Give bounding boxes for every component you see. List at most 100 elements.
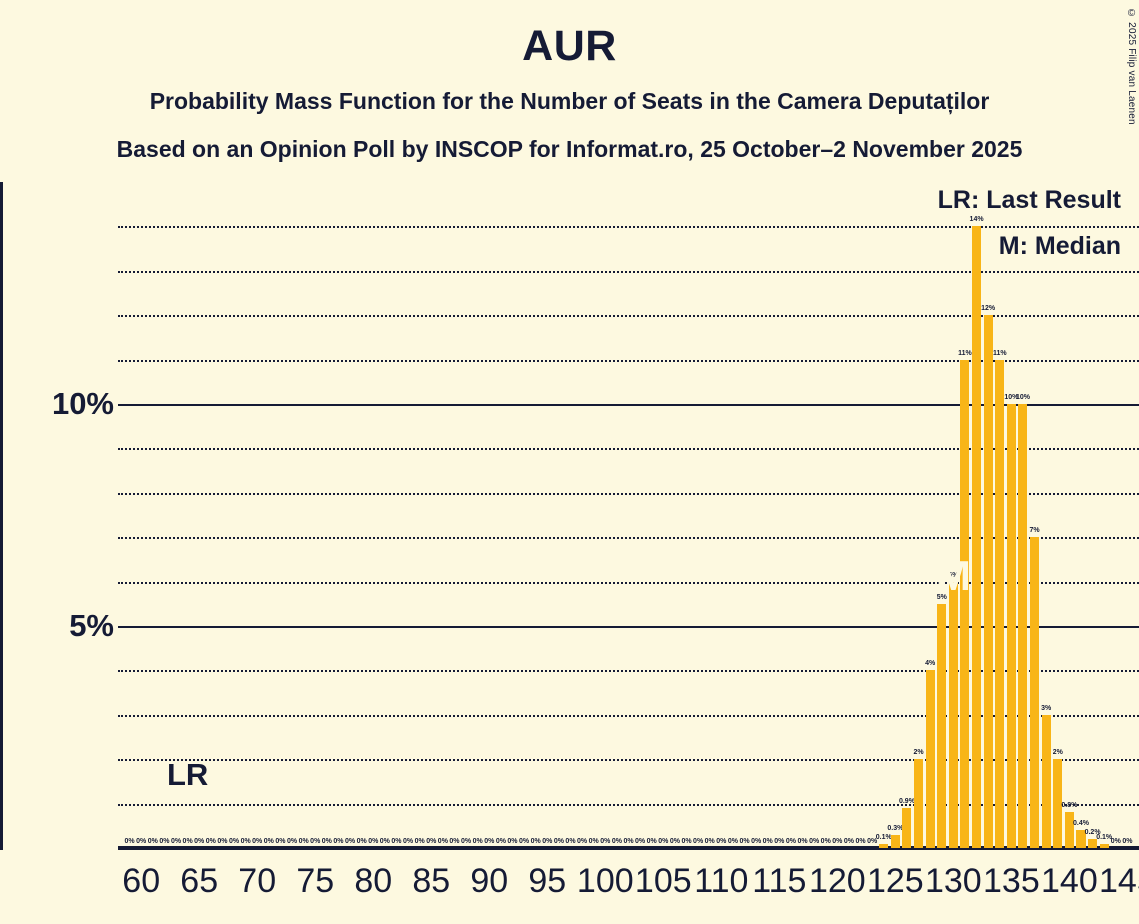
bar-value-label: 4% xyxy=(925,660,936,668)
x-axis-tick-label: 125 xyxy=(866,862,924,900)
gridline-minor xyxy=(118,315,1139,318)
bar-value-label: 0% xyxy=(356,838,367,845)
bar-value-label: 0% xyxy=(785,838,796,845)
bar-value-label: 0% xyxy=(519,838,530,845)
bar-value-label: 0% xyxy=(240,838,251,845)
bar-value-label: 0% xyxy=(1122,838,1133,845)
bar-value-label: 6% xyxy=(948,571,959,579)
bar-value-label: 0% xyxy=(379,838,390,845)
bar-value-label: 0% xyxy=(1110,838,1121,845)
gridline-minor xyxy=(118,759,1139,762)
bar-value-label: 0% xyxy=(588,838,599,845)
gridline-minor xyxy=(118,270,1139,273)
bar-value-label: 0% xyxy=(495,838,506,845)
bar xyxy=(1088,839,1098,848)
bar-value-label: 0.1% xyxy=(875,833,892,841)
bar xyxy=(960,359,970,848)
bar-value-label: 0.4% xyxy=(1073,820,1089,828)
bar xyxy=(1018,404,1028,848)
bar-value-label: 0% xyxy=(217,838,228,845)
bar-value-label: 0% xyxy=(820,838,831,845)
bar-value-label: 0% xyxy=(484,838,495,845)
gridline-minor xyxy=(118,581,1139,584)
bar-value-label: 0% xyxy=(681,838,692,845)
bar-value-label: 0% xyxy=(704,838,715,845)
bar xyxy=(1064,812,1074,848)
x-axis-tick-label: 100 xyxy=(576,862,634,900)
y-axis-tick-label: 5% xyxy=(69,608,114,643)
chart-source-line: Based on an Opinion Poll by INSCOP for I… xyxy=(116,136,1023,162)
bar xyxy=(902,808,912,848)
bar-value-label: 0% xyxy=(286,838,298,845)
bar-value-label: 0% xyxy=(391,838,402,845)
median-marker: M xyxy=(935,551,971,599)
bar xyxy=(972,226,982,848)
bar-value-label: 0% xyxy=(762,838,773,845)
bar-value-label: 0% xyxy=(751,838,762,845)
bar-value-label: 0% xyxy=(472,838,483,845)
gridline-minor xyxy=(118,714,1139,717)
bar xyxy=(1041,714,1051,848)
bar-value-label: 0% xyxy=(194,838,205,845)
copyright-notice: © 2025 Filip van Laenen xyxy=(1126,8,1137,125)
x-axis-tick-label: 115 xyxy=(752,862,807,900)
chart-subtitle: Probability Mass Function for the Number… xyxy=(149,88,990,114)
bar-value-label: 0% xyxy=(170,838,182,845)
gridline-minor xyxy=(118,448,1139,451)
bar xyxy=(890,834,900,848)
bar-value-label: 0% xyxy=(252,838,263,845)
bar xyxy=(995,359,1005,848)
bar-value-label: 0% xyxy=(600,838,611,845)
bar xyxy=(1076,830,1086,848)
bar-value-label: 0.1% xyxy=(1096,833,1113,841)
bar-value-label: 10% xyxy=(1015,394,1030,401)
bar xyxy=(879,843,889,848)
bar xyxy=(1006,404,1016,848)
bar-value-label: 0% xyxy=(321,838,332,845)
bar-value-label: 0% xyxy=(228,838,240,845)
bar-value-label: 0% xyxy=(344,838,356,845)
bar-value-label: 0% xyxy=(310,838,321,845)
bar-value-label: 0% xyxy=(774,838,785,845)
bar-value-label: 0% xyxy=(124,838,135,845)
bar-value-label: 0% xyxy=(275,838,286,845)
bar xyxy=(948,581,958,848)
bar-value-label: 0% xyxy=(553,838,564,845)
bar-value-label: 2% xyxy=(1052,749,1063,757)
gridline-major xyxy=(118,626,1139,628)
gridline-minor xyxy=(118,670,1139,673)
bar-value-label: 0% xyxy=(182,838,193,845)
last-result-marker: LR xyxy=(166,757,209,793)
x-axis-line xyxy=(118,846,1139,850)
bar-value-label: 3% xyxy=(1041,704,1052,712)
bar xyxy=(914,759,924,848)
gridline-major xyxy=(118,404,1139,406)
bar-value-label: 0% xyxy=(542,838,553,845)
bar-value-label: 0% xyxy=(693,838,704,845)
bar-value-label: 12% xyxy=(981,305,996,313)
bar-value-label: 0% xyxy=(669,838,680,845)
bar-value-label: 0% xyxy=(577,838,588,845)
bar-value-label: 0% xyxy=(658,838,669,845)
bar-value-label: 0% xyxy=(716,838,727,845)
x-axis-tick-label: 85 xyxy=(412,862,451,900)
bar-value-label: 0% xyxy=(147,838,158,845)
gridline-minor xyxy=(118,226,1139,229)
bar-value-label: 0% xyxy=(530,838,541,845)
bar-value-label: 0% xyxy=(368,838,379,845)
bar-value-label: 0% xyxy=(565,838,576,845)
gridline-minor xyxy=(118,359,1139,362)
gridline-minor xyxy=(118,803,1139,806)
x-axis-tick-label: 75 xyxy=(296,862,335,900)
bar-value-label: 0% xyxy=(611,838,622,845)
bar-value-label: 0% xyxy=(635,838,646,845)
bar xyxy=(1099,843,1109,848)
bar-value-label: 0% xyxy=(623,838,634,845)
bar-value-label: 14% xyxy=(969,216,984,224)
bar xyxy=(1053,759,1063,848)
bar-value-label: 10% xyxy=(1004,394,1019,401)
x-axis-tick-label: 60 xyxy=(122,862,161,900)
page-title: AUR xyxy=(522,22,617,70)
bar-value-label: 0% xyxy=(797,838,808,845)
